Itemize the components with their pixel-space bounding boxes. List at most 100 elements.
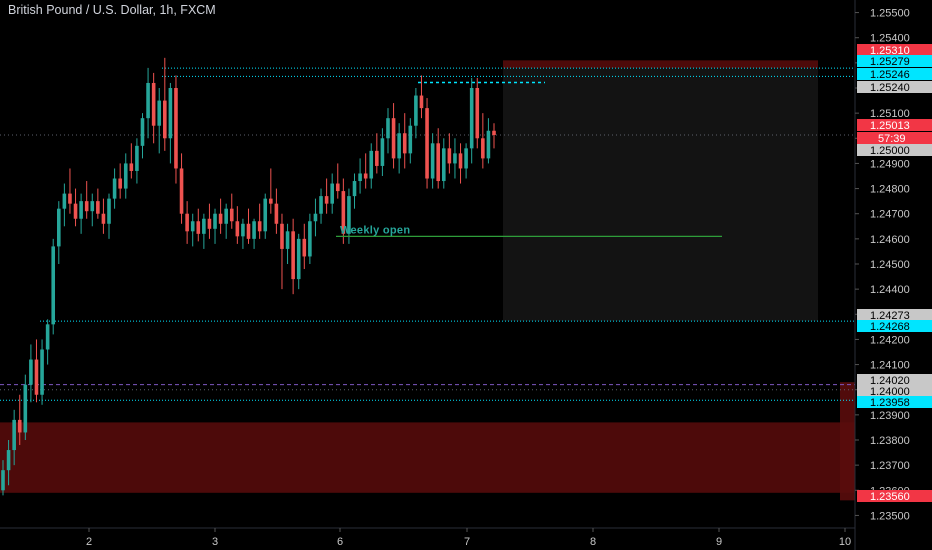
candle-body [419,95,424,109]
candle-body [151,82,156,126]
candle-body [430,143,435,179]
candle-body [129,163,134,171]
candle-body [319,196,323,214]
price-tag-bg [857,385,932,397]
candle-body [436,143,441,182]
candle-body [168,88,173,139]
price-tag-bg [857,119,932,131]
price-tick-label: 1.23500 [870,510,910,522]
candle-body [229,208,234,222]
candle-body [23,384,28,433]
candle-body [280,223,284,249]
candle-body [34,359,39,395]
zone-red [0,422,855,493]
price-tag-label: 1.23560 [870,491,910,503]
annotations-layer: Weekly open [336,224,722,237]
price-tick-label: 1.23800 [870,435,910,447]
time-tick-label: 9 [716,536,722,548]
candle-body [17,419,22,433]
candle-body [335,183,340,192]
candle-body [224,208,228,224]
candle-body [363,173,368,179]
price-tag-label: 1.25279 [870,56,910,68]
candle-body [196,221,201,234]
candle-body [481,138,485,159]
candle-body [341,191,346,234]
price-tag-label: 57:39 [878,133,906,145]
price-tick-label: 1.25500 [870,8,910,20]
price-tag-bg [857,396,932,408]
candle-body [414,95,418,126]
candle-body [296,238,301,280]
candle-body [246,223,251,239]
price-tag-label: 1.25000 [870,145,910,157]
candle-body [447,148,452,164]
candle-body [202,218,206,234]
candle-body [112,178,117,199]
price-tag-bg [857,44,932,56]
candle-body [190,221,195,232]
price-tag-bg [857,320,932,332]
price-tick-label: 1.24700 [870,209,910,221]
candle-body [352,181,357,197]
candle-body [302,238,307,257]
candle-body [40,349,44,395]
axis-zone-red [840,382,855,501]
candle-body [425,108,429,179]
candle-body [291,231,295,280]
time-tick-label: 8 [590,536,596,548]
candle-body [163,100,167,139]
weekly-open-label: Weekly open [340,224,410,236]
price-tag-label: 1.23958 [870,397,910,409]
candle-body [380,138,385,166]
candle-body [118,178,122,189]
price-tag-bg [857,132,932,144]
candle-body [107,198,111,224]
time-tick-label: 3 [212,536,218,548]
price-tick-label: 1.24400 [870,284,910,296]
candle-body [464,148,468,169]
price-tag-label: 1.24273 [870,310,910,322]
price-tick-label: 1.24600 [870,234,910,246]
candle-body [140,118,145,146]
candle-body [469,88,474,149]
price-tick-label: 1.23700 [870,460,910,472]
candle-body [213,213,217,229]
candle-body [475,88,480,139]
candle-body [308,221,312,257]
time-axis[interactable]: 2 3 6 7 8 9 10 [0,527,855,548]
candle-body [397,133,401,159]
candle-body [257,221,262,232]
price-tag-bg [857,374,932,386]
candle-body [90,201,95,212]
price-tick-label: 1.25100 [870,108,910,120]
candle-body [386,118,390,139]
candle-body [235,221,240,237]
candle-body [263,198,268,232]
price-tag-label: 1.25310 [870,45,910,57]
chart-title: British Pound / U.S. Dollar, 1h, FXCM [8,3,216,17]
candle-body [285,231,290,249]
candle-body [207,218,212,229]
price-tag-bg [857,309,932,321]
candle-body [492,130,496,136]
candle-body [358,173,362,182]
candle-body [62,193,67,209]
price-tag-label: 1.24020 [870,375,910,387]
price-tick-label: 1.25400 [870,33,910,45]
price-tick-label: 1.24500 [870,259,910,271]
candle-body [6,450,11,471]
candle-body [29,359,33,385]
price-tick-label: 1.24900 [870,158,910,170]
price-tag-label: 1.24268 [870,321,910,333]
lines-layer [0,67,855,401]
price-tag-label: 1.25013 [870,120,910,132]
candle-body [185,213,189,232]
candle-body [157,100,162,126]
candle-body [252,221,256,239]
candle-body [45,324,50,350]
candle-body [101,213,106,224]
